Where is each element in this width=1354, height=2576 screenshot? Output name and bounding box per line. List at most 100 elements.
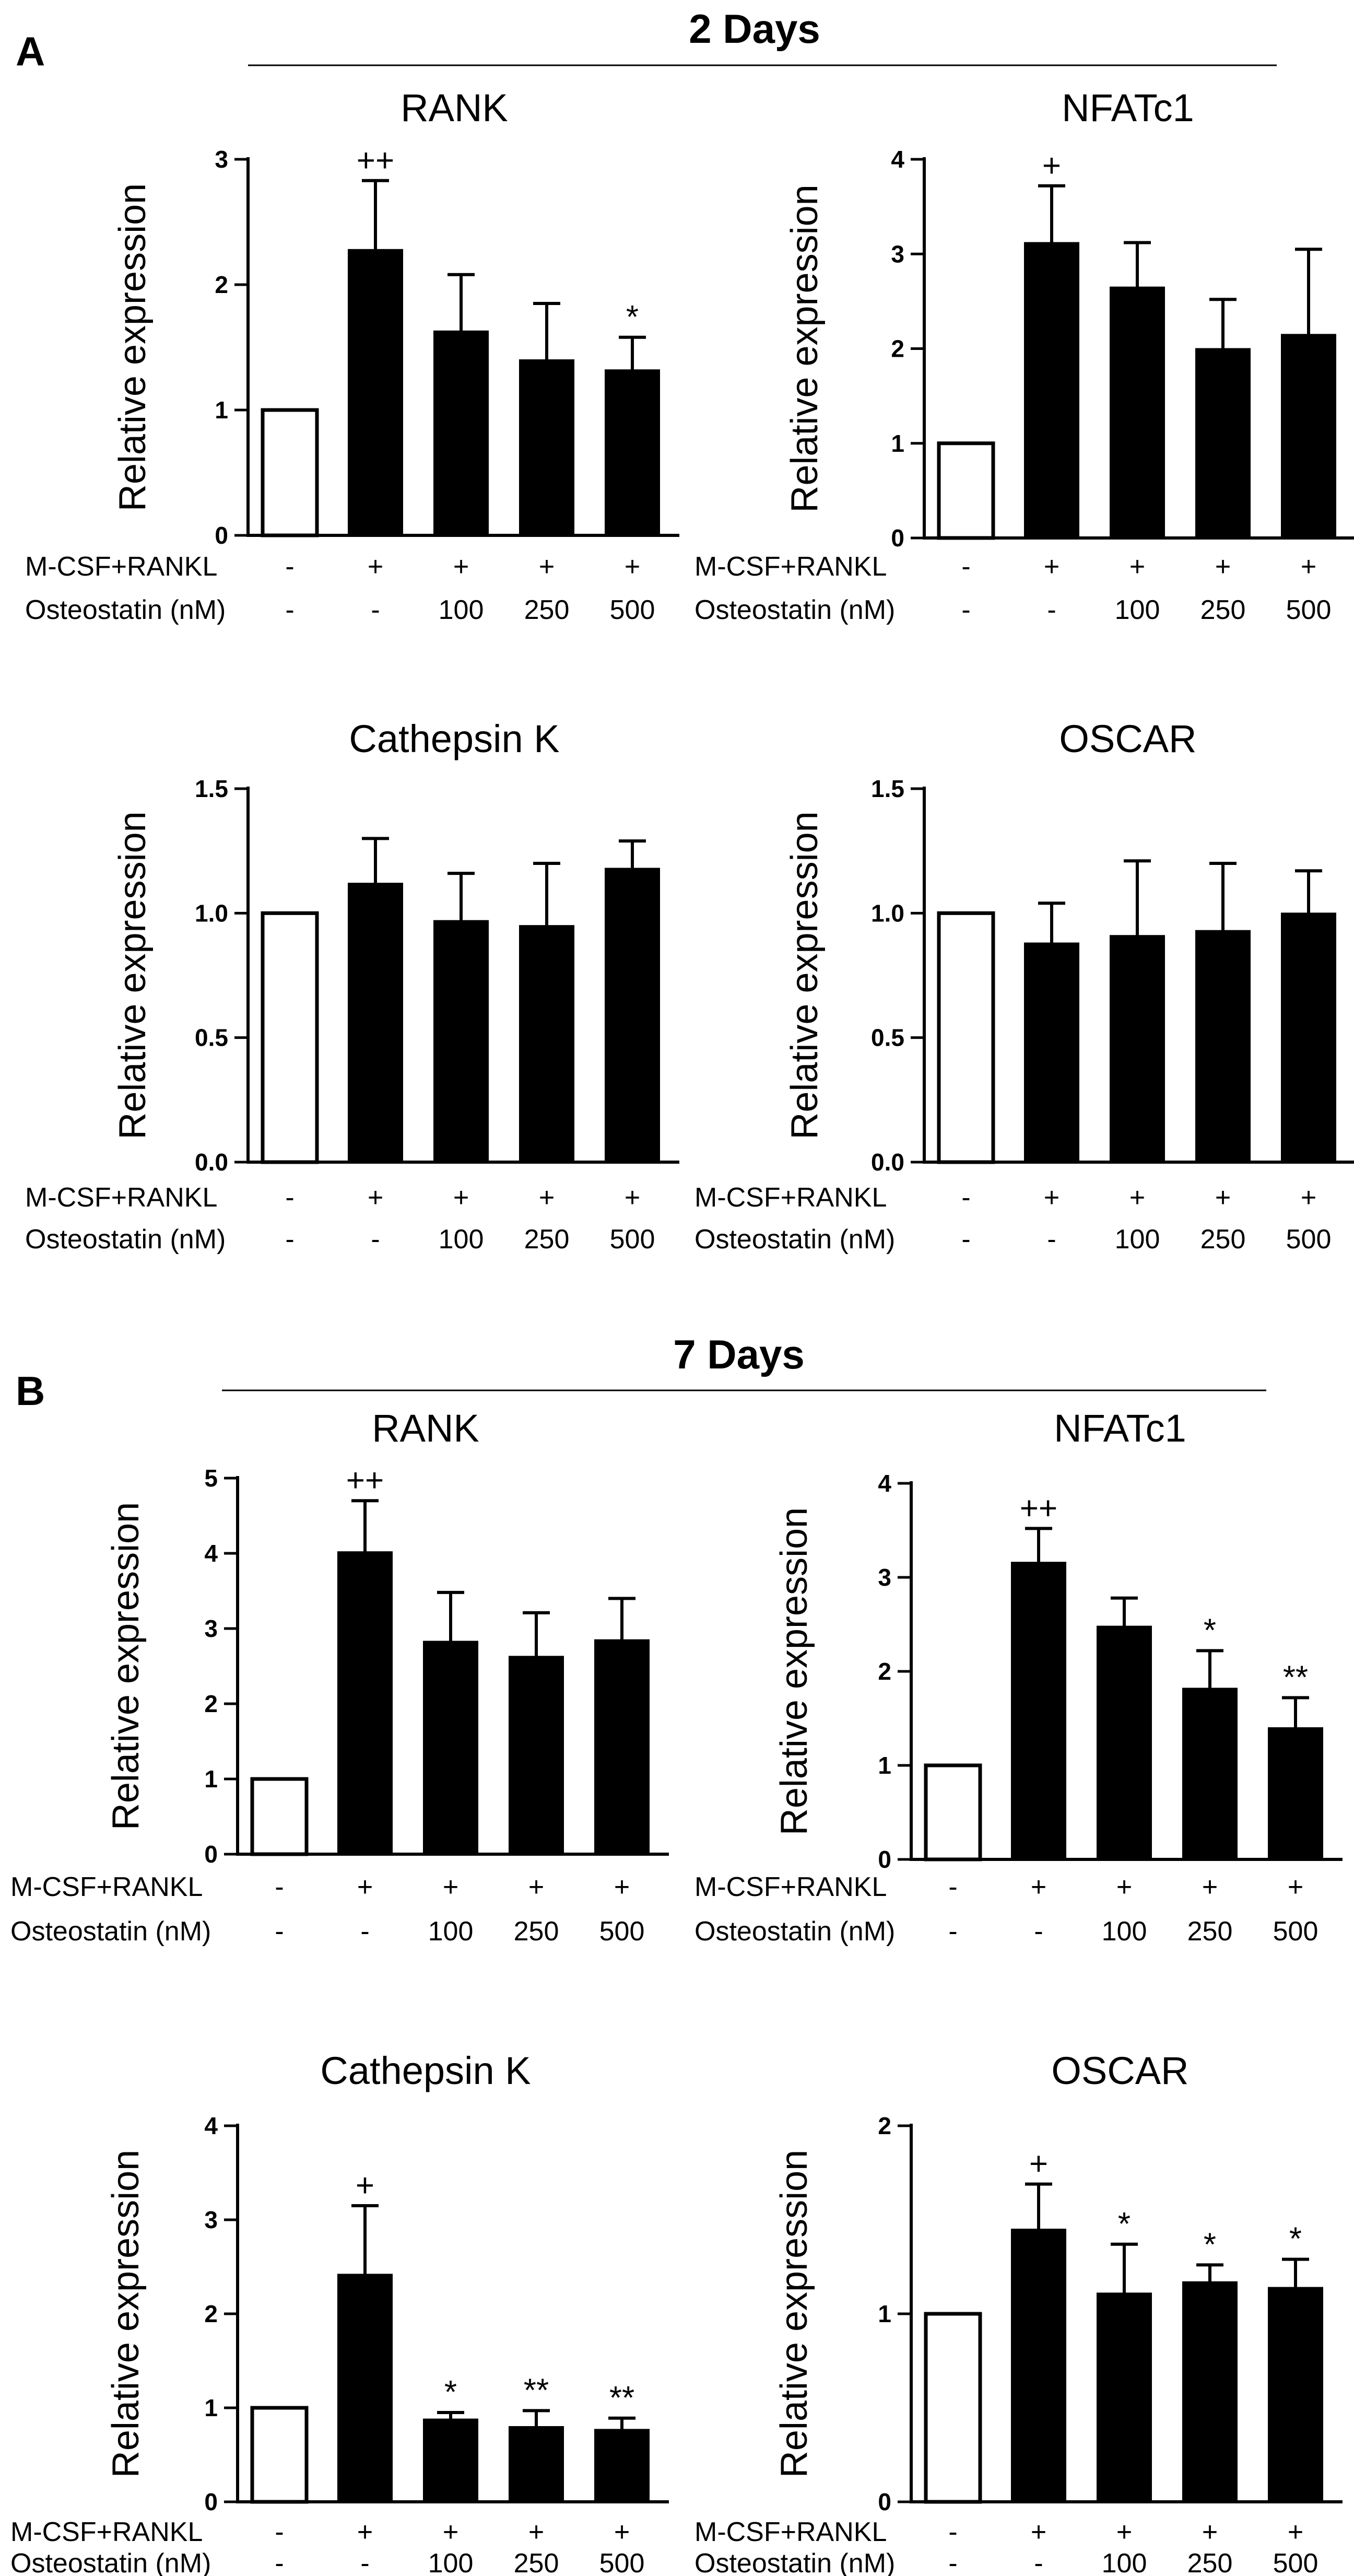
condition-osteostatin: - [371,595,380,625]
y-tick-label: 0.5 [871,1024,904,1051]
condition-osteostatin: 500 [610,595,655,625]
condition-mcsf-rankl: + [368,552,383,582]
bar-rankl-500 [605,369,660,536]
condition-osteostatin: - [285,595,294,625]
condition-mcsf-rankl: - [961,552,970,582]
significance-marker: * [1118,2206,1131,2242]
condition-mcsf-rankl: + [614,1872,630,1902]
condition-mcsf-rankl: + [453,552,469,582]
condition-mcsf-rankl: + [357,1872,373,1902]
condition-mcsf-rankl: + [1044,1182,1059,1213]
condition-osteostatin: - [360,1916,369,1947]
bar-rankl-100 [1097,2292,1152,2502]
y-axis-label: Relative expression [784,184,826,512]
row-label-mcsf-rankl: M-CSF+RANKL [694,1872,887,1902]
significance-marker: ++ [346,1462,384,1498]
bar-control [261,911,319,1164]
row-label-osteostatin: Osteostatin (nM) [694,595,895,625]
condition-mcsf-rankl: - [275,2517,284,2547]
bar-rankl-500 [594,2429,650,2502]
y-tick-label: 1.5 [195,775,228,802]
significance-marker: ++ [1020,1490,1057,1526]
condition-mcsf-rankl: + [1129,552,1145,582]
y-axis-label: Relative expression [105,2150,147,2478]
y-tick-label: 0.0 [871,1149,904,1176]
condition-osteostatin: - [948,2548,957,2576]
chart-oscar: OSCAR Relative expression 0.0 0.5 1.0 1.5 - - + -… [694,717,1354,1255]
y-tick-label: 1 [215,396,228,424]
bar-rankl-100 [1110,935,1165,1163]
bar-rankl-100 [423,1641,478,1855]
condition-mcsf-rankl: + [1288,2517,1303,2547]
section-title: 2 Days [689,6,820,52]
chart-title: RANK [372,1407,479,1450]
condition-mcsf-rankl: + [1202,1872,1218,1902]
y-tick-label: 2 [204,1690,218,1717]
significance-marker: ** [524,2372,549,2408]
y-tick-label: 1 [878,2300,891,2327]
condition-mcsf-rankl: + [357,2517,373,2547]
bar-rankl [348,249,403,536]
chart-cathepsin-k: Cathepsin K Relative expression 0.0 0.5 1.0 1… [25,717,679,1255]
chart-title: Cathepsin K [349,717,559,760]
y-tick-label: 4 [891,146,904,173]
y-axis-label: Relative expression [773,1507,815,1835]
condition-osteostatin: - [371,1224,380,1255]
condition-osteostatin: 500 [1286,1224,1332,1255]
condition-mcsf-rankl: + [539,552,555,582]
significance-marker: * [1204,2227,1216,2263]
chart-title: NFATc1 [1054,1407,1186,1450]
bar-rankl-250 [519,359,574,536]
significance-marker: + [356,2168,374,2204]
bar-rankl-500 [1268,2287,1323,2503]
y-tick-label: 1 [891,430,904,457]
y-tick-label: 0.0 [195,1149,228,1176]
condition-osteostatin: - [275,1916,284,1947]
y-tick-label: 0 [204,1841,218,1868]
bar-rankl-100 [423,2418,478,2503]
condition-mcsf-rankl: + [368,1182,383,1213]
condition-osteostatin: - [961,1224,970,1255]
condition-osteostatin: 250 [1200,1224,1246,1255]
bar-rankl [1024,242,1079,538]
row-label-mcsf-rankl: M-CSF+RANKL [694,552,887,582]
y-tick-label: 1.0 [871,899,904,927]
significance-marker: + [1029,2146,1048,2182]
bar-rankl-500 [594,1639,650,1855]
condition-mcsf-rankl: - [948,1872,957,1902]
condition-mcsf-rankl: + [1031,1872,1046,1902]
panel-letter: B [16,1368,45,1414]
bar-control [937,911,995,1164]
bar-rankl-250 [1195,348,1251,538]
condition-osteostatin: 100 [428,2548,474,2576]
row-label-osteostatin: Osteostatin (nM) [25,1224,226,1255]
condition-mcsf-rankl: + [1031,2517,1046,2547]
bar-rankl-500 [605,868,660,1163]
chart-nfatc1: NFATc1 Relative expression 0 1 2 3 4 - - + + - +100 +… [694,86,1354,625]
significance-marker: ++ [357,143,394,179]
bar-rankl-250 [509,2426,564,2502]
significance-marker: * [1204,1612,1216,1648]
bar-rankl-500 [1268,1727,1323,1860]
row-label-osteostatin: Osteostatin (nM) [694,1916,895,1947]
significance-marker: ** [609,2380,634,2416]
bar-rankl [337,1551,393,1855]
chart-title: RANK [401,86,508,130]
y-tick-label: 0 [215,522,228,549]
row-label-osteostatin: Osteostatin (nM) [694,1224,895,1255]
bar-rankl-100 [433,920,489,1163]
condition-osteostatin: - [1034,2548,1043,2576]
y-tick-label: 1 [204,2394,218,2421]
row-label-mcsf-rankl: M-CSF+RANKL [694,1182,887,1213]
y-axis-label: Relative expression [105,1502,147,1830]
y-tick-label: 3 [878,1564,891,1591]
condition-mcsf-rankl: + [1215,552,1231,582]
condition-mcsf-rankl: + [539,1182,555,1213]
row-label-osteostatin: Osteostatin (nM) [694,2548,895,2576]
bar-rankl [1011,2229,1066,2502]
condition-osteostatin: 250 [524,1224,570,1255]
